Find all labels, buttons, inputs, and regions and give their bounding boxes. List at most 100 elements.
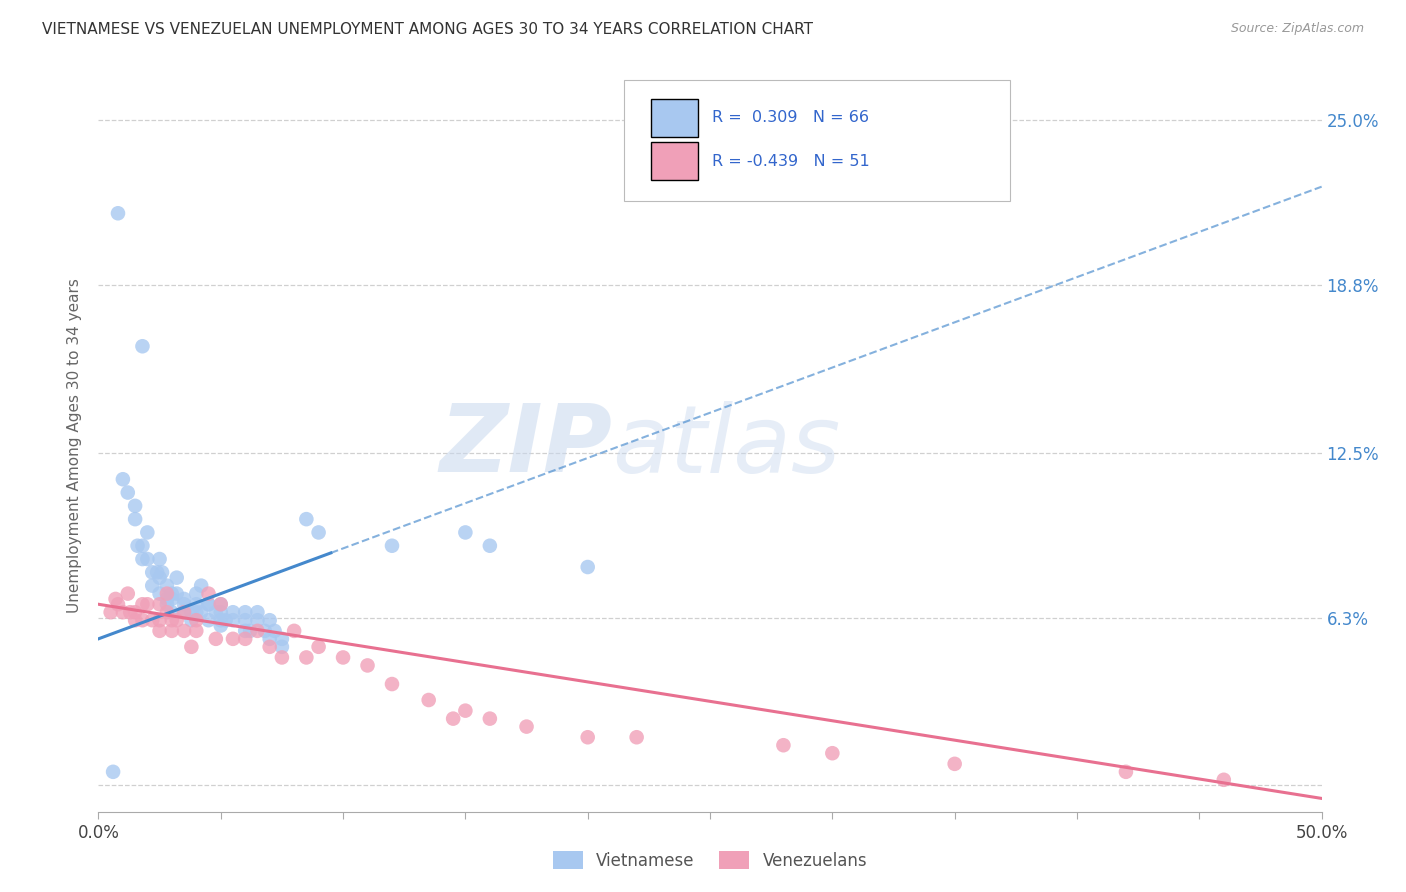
Point — [197, 586, 219, 600]
Point — [111, 472, 134, 486]
Point — [209, 597, 232, 611]
Point — [576, 560, 599, 574]
Point — [270, 650, 294, 665]
Point — [233, 632, 256, 646]
Point — [136, 525, 159, 540]
Point — [246, 613, 269, 627]
Point — [124, 613, 146, 627]
Point — [253, 624, 276, 638]
FancyBboxPatch shape — [624, 80, 1010, 201]
Point — [149, 613, 172, 627]
Point — [160, 591, 183, 606]
Point — [131, 597, 153, 611]
Point — [515, 720, 537, 734]
Point — [150, 566, 173, 580]
Point — [576, 731, 599, 745]
Point — [186, 597, 208, 611]
Point — [259, 640, 281, 654]
Point — [127, 539, 149, 553]
Point — [104, 591, 127, 606]
Point — [239, 624, 262, 638]
Text: Source: ZipAtlas.com: Source: ZipAtlas.com — [1230, 22, 1364, 36]
Point — [136, 597, 159, 611]
Point — [270, 640, 294, 654]
Point — [190, 605, 212, 619]
Point — [173, 591, 195, 606]
Point — [173, 605, 195, 619]
Point — [209, 597, 232, 611]
Point — [149, 552, 172, 566]
Point — [180, 613, 202, 627]
Point — [111, 605, 134, 619]
Point — [101, 764, 124, 779]
Point — [233, 613, 256, 627]
Point — [943, 756, 966, 771]
FancyBboxPatch shape — [651, 99, 697, 136]
Point — [149, 571, 172, 585]
FancyBboxPatch shape — [651, 143, 697, 180]
Point — [263, 624, 285, 638]
Point — [308, 640, 330, 654]
Point — [131, 539, 153, 553]
Point — [180, 605, 202, 619]
Point — [222, 605, 245, 619]
Point — [160, 586, 183, 600]
Point — [166, 571, 188, 585]
Point — [186, 586, 208, 600]
Point — [308, 525, 330, 540]
Point — [418, 693, 440, 707]
Point — [160, 613, 183, 627]
Text: R =  0.309   N = 66: R = 0.309 N = 66 — [713, 110, 869, 125]
Point — [209, 613, 232, 627]
Point — [222, 632, 245, 646]
Point — [124, 605, 146, 619]
Point — [136, 552, 159, 566]
Point — [197, 613, 219, 627]
Point — [120, 605, 142, 619]
Point — [180, 640, 202, 654]
Point — [124, 499, 146, 513]
Point — [209, 605, 232, 619]
Point — [454, 704, 477, 718]
Point — [626, 731, 648, 745]
Point — [131, 552, 153, 566]
Text: VIETNAMESE VS VENEZUELAN UNEMPLOYMENT AMONG AGES 30 TO 34 YEARS CORRELATION CHAR: VIETNAMESE VS VENEZUELAN UNEMPLOYMENT AM… — [42, 22, 813, 37]
Point — [197, 597, 219, 611]
Point — [478, 539, 501, 553]
Point — [205, 605, 228, 619]
Point — [124, 512, 146, 526]
Point — [186, 605, 208, 619]
Point — [295, 512, 318, 526]
Point — [441, 712, 464, 726]
Y-axis label: Unemployment Among Ages 30 to 34 years: Unemployment Among Ages 30 to 34 years — [67, 278, 83, 614]
Point — [478, 712, 501, 726]
Point — [1212, 772, 1234, 787]
Point — [173, 605, 195, 619]
Point — [270, 632, 294, 646]
Point — [156, 591, 179, 606]
Point — [233, 605, 256, 619]
Point — [156, 586, 179, 600]
Point — [166, 586, 188, 600]
Point — [131, 339, 153, 353]
Text: ZIP: ZIP — [439, 400, 612, 492]
Point — [149, 624, 172, 638]
Point — [246, 605, 269, 619]
Point — [117, 586, 139, 600]
Point — [149, 597, 172, 611]
Point — [160, 605, 183, 619]
Point — [821, 746, 844, 760]
Text: R = -0.439   N = 51: R = -0.439 N = 51 — [713, 154, 870, 169]
Point — [381, 677, 404, 691]
Point — [209, 618, 232, 632]
Point — [246, 624, 269, 638]
Point — [173, 597, 195, 611]
Point — [173, 624, 195, 638]
Point — [381, 539, 404, 553]
Point — [186, 624, 208, 638]
Point — [107, 206, 129, 220]
Point — [283, 624, 305, 638]
Point — [100, 605, 122, 619]
Point — [146, 566, 169, 580]
Text: atlas: atlas — [612, 401, 841, 491]
